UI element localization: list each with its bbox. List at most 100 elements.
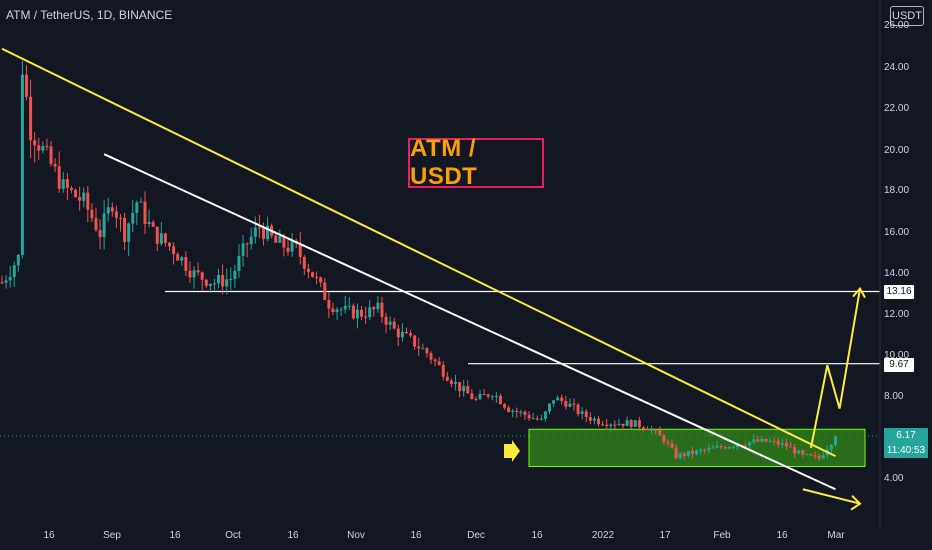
candle-body	[601, 424, 605, 426]
candle-body	[752, 439, 756, 443]
candle-body	[155, 226, 159, 244]
candle-body	[229, 278, 233, 280]
candle-body	[400, 331, 404, 338]
candle-body	[503, 404, 507, 408]
candle-body	[727, 447, 731, 449]
candle-body	[437, 361, 441, 365]
last-price-tag: 6.17 11:40:53	[884, 428, 928, 458]
candle-body	[678, 453, 682, 459]
time-tick-label: 16	[169, 530, 181, 541]
candle-body	[568, 403, 572, 407]
candle-body	[666, 442, 670, 444]
candle-body	[494, 395, 498, 397]
candle-body	[253, 227, 257, 237]
candle-body	[584, 411, 588, 418]
candle-body	[212, 283, 216, 285]
candle-body	[748, 442, 752, 446]
candle-body	[695, 450, 699, 454]
candle-body	[53, 163, 57, 167]
candle-body	[580, 411, 584, 414]
candle-body	[797, 450, 801, 454]
price-tick-label: 26.00	[884, 20, 910, 31]
symbol-title[interactable]: ATM / TetherUS, 1D, BINANCE	[6, 8, 173, 22]
chart-annotation-title: ATM / USDT	[408, 135, 544, 190]
candle-body	[466, 386, 470, 394]
candle-body	[323, 282, 327, 301]
candle-body	[208, 283, 212, 286]
candle-body	[784, 443, 788, 447]
candle-body	[12, 265, 16, 277]
candle-body	[421, 348, 425, 350]
candle-body	[360, 309, 364, 317]
candle-body	[768, 440, 772, 442]
time-tick-label: Sep	[103, 530, 121, 541]
price-tick-label: 20.00	[884, 145, 910, 156]
time-tick-label: Feb	[713, 530, 731, 541]
candle-body	[200, 272, 204, 280]
candle-body	[813, 455, 817, 457]
candle-body	[135, 202, 139, 213]
time-tick-label: 16	[43, 530, 55, 541]
horizontal-levels	[165, 290, 880, 365]
candle-body	[556, 397, 560, 401]
candle-body	[180, 257, 184, 261]
projection-up-arrowhead	[852, 286, 866, 299]
candle-body	[65, 179, 69, 189]
candle-body	[290, 240, 294, 252]
projection-down-line	[802, 488, 861, 505]
candle-body	[4, 280, 8, 283]
candle-body	[605, 424, 609, 426]
candle-body	[572, 403, 576, 405]
candle-body	[711, 447, 715, 449]
candle-body	[552, 400, 556, 404]
candle-body	[409, 333, 413, 336]
zone-arrow-icon	[504, 440, 520, 462]
candle-body	[311, 272, 315, 277]
candle-body	[449, 380, 453, 384]
price-tick-label: 24.00	[884, 62, 910, 73]
candle-body	[380, 302, 384, 317]
candle-body	[339, 309, 343, 311]
price-tick-label: 4.00	[884, 473, 904, 484]
candle-body	[278, 236, 282, 243]
candle-body	[637, 420, 641, 428]
candle-body	[204, 279, 208, 286]
candle-body	[445, 376, 449, 381]
candle-body	[176, 254, 180, 261]
candle-body	[388, 321, 392, 325]
candle-body	[764, 438, 768, 442]
candle-body	[221, 274, 225, 287]
candle-body	[143, 201, 147, 224]
candle-body	[41, 146, 45, 151]
candle-body	[564, 401, 568, 407]
support-zone	[528, 428, 866, 467]
candle-body	[433, 359, 437, 362]
candle-body	[196, 270, 200, 273]
candle-body	[744, 445, 748, 447]
candle-body	[654, 429, 658, 431]
price-tick-label: 10.00	[884, 350, 910, 361]
candle-body	[282, 236, 286, 248]
candle-body	[670, 443, 674, 448]
price-tick-label: 12.00	[884, 309, 910, 320]
candle-body	[646, 429, 650, 431]
candle-body	[417, 346, 421, 349]
level-label-9: 9.67	[884, 358, 914, 372]
candle-body	[507, 407, 511, 412]
currency-button[interactable]: USDT	[890, 6, 924, 26]
candle-body	[376, 302, 380, 310]
candle-body	[217, 274, 221, 284]
candle-body	[723, 447, 727, 449]
candle-body	[523, 411, 527, 416]
candle-body	[588, 417, 592, 421]
candle-body	[257, 227, 261, 229]
candle-body	[613, 424, 617, 426]
level-label-13: 13.16	[884, 285, 914, 299]
candle-body	[335, 309, 339, 312]
candle-body	[188, 270, 192, 278]
candle-body	[650, 429, 654, 431]
candle-body	[527, 415, 531, 419]
candle-body	[192, 270, 196, 278]
candle-body	[184, 257, 188, 271]
